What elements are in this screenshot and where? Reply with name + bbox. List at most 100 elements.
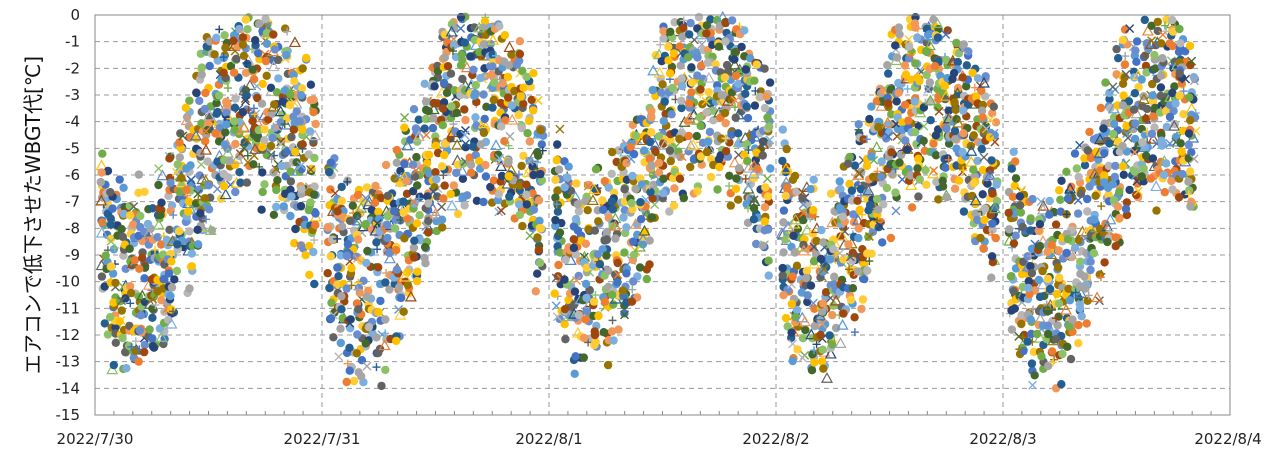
data-point: [581, 239, 591, 248]
data-point: [529, 69, 538, 78]
data-point: [679, 193, 688, 203]
data-point: [942, 193, 952, 202]
data-point: [235, 168, 244, 177]
data-point: [987, 252, 997, 261]
data-point: [460, 201, 469, 210]
data-point: [453, 209, 463, 219]
data-point: [535, 258, 545, 267]
data-point: [608, 316, 617, 325]
data-point: [349, 376, 359, 386]
data-point: [291, 147, 300, 157]
data-point: [607, 197, 616, 206]
data-point: [598, 205, 608, 214]
data-point: [221, 128, 230, 137]
data-point: [646, 187, 655, 197]
data-point: [385, 248, 394, 258]
data-point: [555, 228, 565, 237]
data-point: [481, 172, 491, 181]
data-point: [677, 74, 686, 83]
data-point: [1026, 214, 1035, 223]
data-point: [1043, 274, 1053, 284]
data-point: [874, 123, 883, 132]
data-point: [148, 304, 157, 313]
data-point: [248, 116, 257, 126]
data-point: [466, 52, 475, 61]
data-point: [372, 333, 381, 342]
data-point: [687, 63, 696, 72]
data-point: [659, 116, 668, 126]
data-point: [308, 129, 322, 141]
data-point: [258, 187, 267, 197]
data-point: [496, 75, 505, 84]
data-point: [647, 128, 656, 137]
data-point: [637, 233, 650, 245]
data-point: [1083, 194, 1092, 204]
data-point: [821, 288, 831, 297]
data-point: [734, 139, 743, 148]
data-point: [1035, 292, 1045, 302]
data-point: [140, 187, 149, 196]
data-point: [412, 152, 421, 162]
data-point: [306, 96, 315, 105]
data-point: [219, 53, 228, 62]
data-point: [257, 205, 266, 214]
data-point: [817, 225, 826, 235]
data-point: [854, 224, 863, 233]
data-point: [504, 141, 513, 150]
data-point: [500, 31, 509, 40]
data-point: [584, 338, 593, 347]
data-point: [959, 106, 968, 115]
data-point: [309, 108, 318, 117]
data-point: [818, 299, 828, 308]
data-point: [666, 69, 675, 78]
data-point: [268, 133, 277, 143]
data-point: [622, 269, 631, 278]
data-point: [382, 220, 392, 229]
data-point: [289, 70, 298, 80]
data-point: [353, 330, 362, 339]
data-point: [778, 125, 787, 134]
data-point: [166, 178, 175, 187]
data-point: [843, 159, 853, 168]
data-point: [787, 299, 796, 309]
data-point: [336, 324, 345, 333]
data-point: [989, 102, 998, 111]
data-point: [153, 233, 162, 242]
data-point: [392, 158, 401, 167]
data-point: [943, 154, 952, 163]
data-point: [285, 100, 295, 110]
data-point: [411, 165, 421, 175]
data-point-stroke: [409, 197, 419, 207]
data-point: [272, 202, 281, 212]
data-point: [311, 209, 320, 218]
data-point: [400, 234, 409, 243]
data-point: [523, 129, 532, 138]
data-point: [374, 207, 383, 216]
data-point: [296, 160, 306, 170]
data-point: [403, 280, 413, 290]
data-point: [126, 288, 136, 298]
data-point: [951, 105, 960, 115]
data-point: [591, 291, 600, 300]
data-point: [816, 330, 825, 340]
data-point: [922, 180, 931, 189]
data-point: [377, 381, 386, 391]
data-point: [954, 83, 963, 93]
data-point: [907, 203, 917, 212]
data-point: [165, 317, 178, 329]
data-point: [456, 24, 466, 34]
data-points: [95, 10, 1201, 393]
data-point: [931, 131, 941, 140]
data-point: [363, 246, 372, 256]
data-point: [409, 243, 419, 252]
data-point: [844, 240, 853, 249]
data-point: [370, 198, 380, 207]
data-point: [310, 182, 319, 191]
data-point: [383, 233, 392, 243]
data-point: [203, 157, 212, 166]
data-point: [148, 342, 158, 351]
data-point: [372, 238, 381, 247]
data-point: [826, 189, 836, 198]
data-point: [238, 33, 248, 42]
data-point: [685, 99, 694, 108]
